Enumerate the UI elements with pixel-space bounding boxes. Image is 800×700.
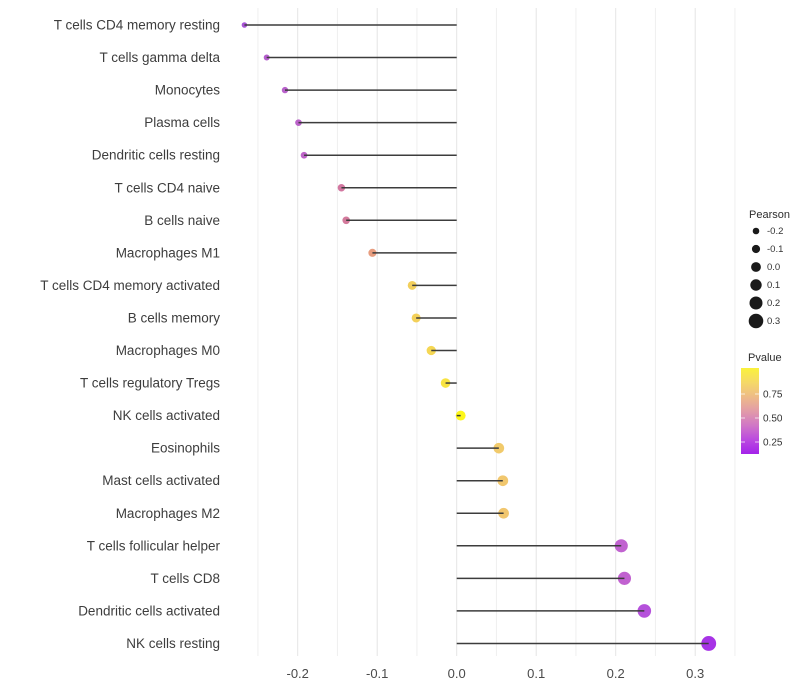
category-label: T cells follicular helper: [87, 538, 221, 553]
legend-size-label: 0.0: [767, 262, 780, 273]
category-label: Eosinophils: [151, 441, 220, 456]
legend-size-label: -0.2: [767, 226, 783, 237]
x-tick-label: 0.1: [527, 666, 545, 681]
category-label: T cells CD4 memory resting: [54, 18, 220, 33]
category-label: Dendritic cells resting: [92, 148, 220, 163]
color-legend-label: 0.75: [763, 390, 783, 401]
category-label: T cells CD4 naive: [114, 180, 220, 195]
legend-size-label: -0.1: [767, 244, 783, 255]
legend-size-label: 0.1: [767, 280, 780, 291]
legend-size-dot: [748, 313, 764, 329]
legend-size-dot: [749, 296, 763, 310]
legend-size-dot: [751, 244, 761, 254]
size-legend: Pearson -0.2 -0.1 0.0 0.1 0.2 0.3: [748, 209, 790, 329]
category-label: Mast cells activated: [102, 473, 220, 488]
color-legend: Pvalue 0.75 0.50 0.25: [741, 352, 783, 454]
category-label: Macrophages M1: [116, 245, 220, 260]
category-label: T cells CD4 memory activated: [40, 278, 220, 293]
category-label: Macrophages M2: [116, 506, 220, 521]
x-tick-label: 0.2: [607, 666, 625, 681]
category-label: Monocytes: [155, 83, 221, 98]
size-legend-title: Pearson: [749, 209, 790, 221]
color-legend-gradient-bar: [741, 368, 759, 454]
category-label: T cells gamma delta: [99, 50, 220, 65]
stems: [244, 24, 709, 645]
category-label: T cells regulatory Tregs: [80, 376, 220, 391]
color-legend-label: 0.50: [763, 414, 783, 425]
x-tick-label: -0.2: [286, 666, 308, 681]
points: [241, 22, 717, 651]
category-label: NK cells resting: [126, 636, 220, 651]
category-label: B cells naive: [144, 213, 220, 228]
y-axis-labels: T cells CD4 memory resting T cells gamma …: [40, 18, 220, 651]
color-legend-title: Pvalue: [748, 352, 782, 364]
category-label: Plasma cells: [144, 115, 220, 130]
category-label: B cells memory: [128, 310, 221, 325]
legend-size-dot: [751, 262, 761, 272]
category-label: Dendritic cells activated: [78, 603, 220, 618]
x-tick-label: 0.0: [448, 666, 466, 681]
x-tick-label: -0.1: [366, 666, 388, 681]
legend-size-label: 0.2: [767, 298, 780, 309]
lollipop-point: [701, 636, 717, 651]
category-label: Macrophages M0: [116, 343, 220, 358]
gridlines: [257, 8, 736, 656]
legend-size-label: 0.3: [767, 316, 780, 327]
category-label: NK cells activated: [113, 408, 220, 423]
legend-size-dot: [750, 279, 762, 291]
category-label: T cells CD8: [150, 571, 220, 586]
legend-size-dot: [752, 227, 760, 235]
color-legend-label: 0.25: [763, 438, 783, 449]
x-tick-label: 0.3: [686, 666, 704, 681]
x-axis-labels: -0.2 -0.1 0.0 0.1 0.2 0.3: [286, 666, 704, 681]
